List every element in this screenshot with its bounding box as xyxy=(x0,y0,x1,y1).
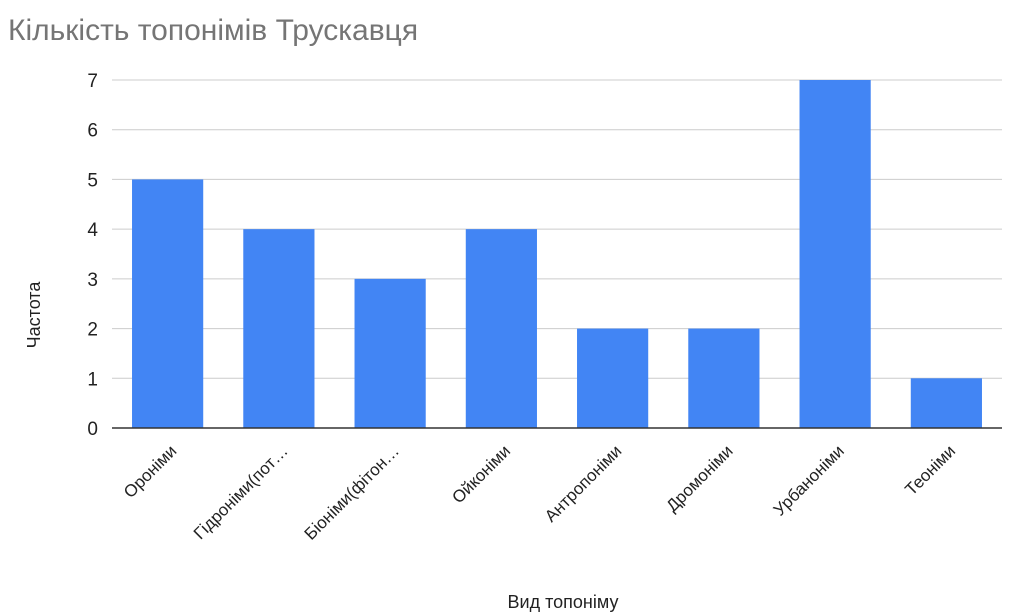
y-axis-label: Частота xyxy=(24,281,44,349)
y-tick-label: 4 xyxy=(87,220,98,241)
x-tick-label: Гідроніми(пот… xyxy=(190,441,292,543)
bar xyxy=(465,229,537,428)
x-tick-label: Теоніми xyxy=(901,441,959,499)
bar xyxy=(354,278,426,428)
bar xyxy=(799,80,871,428)
y-axis-ticks: 0 1 2 3 4 5 6 7 xyxy=(87,71,98,440)
y-tick-label: 7 xyxy=(87,71,98,92)
y-tick-label: 0 xyxy=(87,419,98,440)
bar xyxy=(688,328,760,428)
y-tick-label: 6 xyxy=(87,121,98,142)
y-tick-label: 5 xyxy=(87,170,98,191)
x-axis-label: Вид топоніму xyxy=(508,592,619,612)
bar xyxy=(132,179,204,428)
x-tick-label: Антропоніми xyxy=(541,441,625,525)
bars xyxy=(132,80,982,428)
bar xyxy=(577,328,649,428)
x-axis-ticks: Ороніми Гідроніми(пот… Біоніми(фітон… Ойкон… xyxy=(120,441,959,543)
x-tick-label: Ойконіми xyxy=(448,441,514,507)
x-tick-label: Біоніми(фітон… xyxy=(301,441,403,543)
x-tick-label: Урбаноніми xyxy=(770,441,848,519)
x-tick-label: Дромоніми xyxy=(663,441,737,515)
bar xyxy=(243,229,315,428)
y-tick-label: 1 xyxy=(87,369,98,390)
x-tick-label: Ороніми xyxy=(120,441,180,501)
y-tick-label: 2 xyxy=(87,320,98,341)
bar xyxy=(910,378,982,428)
y-tick-label: 3 xyxy=(87,270,98,291)
chart-title: Кількість топонімів Трускавця xyxy=(8,14,418,47)
